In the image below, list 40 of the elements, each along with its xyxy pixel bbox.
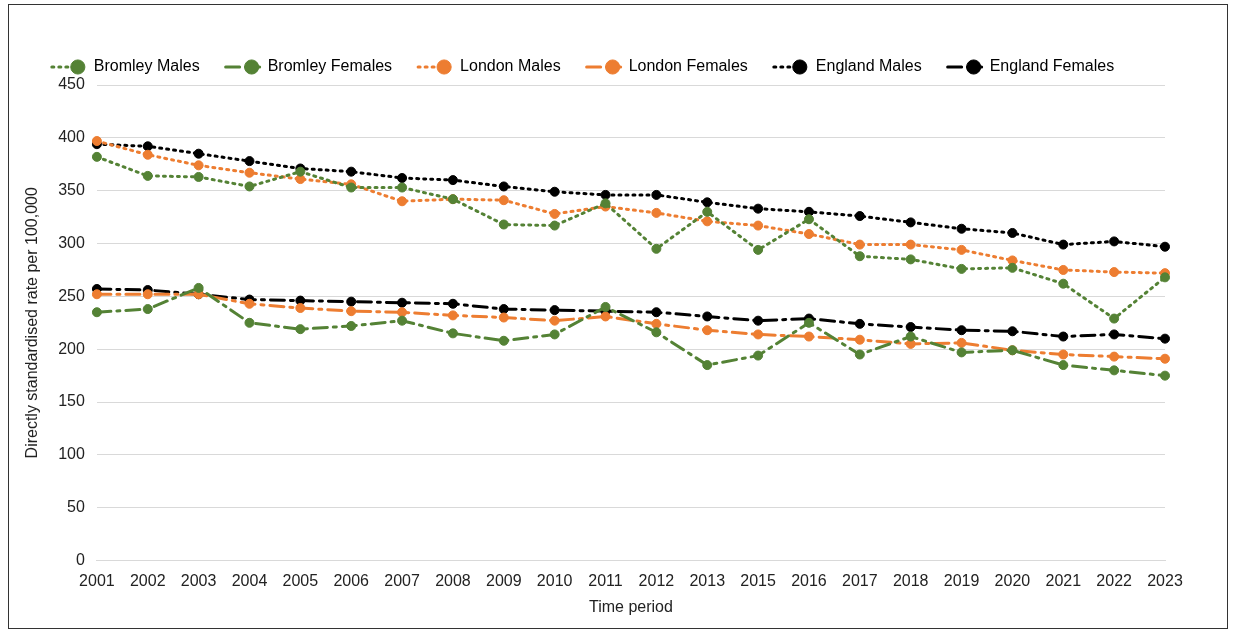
x-tick-label: 2008 <box>435 571 471 589</box>
y-tick-label: 300 <box>58 233 85 251</box>
x-tick-label: 2006 <box>333 571 370 589</box>
x-axis-title: Time period <box>589 597 673 615</box>
y-tick-label: 450 <box>58 75 85 93</box>
x-tick-label: 2020 <box>994 571 1031 589</box>
x-tick-label: 2021 <box>1045 571 1082 589</box>
y-tick-label: 350 <box>58 181 85 199</box>
y-tick-label: 150 <box>58 392 85 410</box>
legend-label: England Females <box>989 57 1115 75</box>
x-tick-label: 2023 <box>1147 571 1183 589</box>
y-tick-label: 400 <box>58 128 85 146</box>
x-tick-label: 2022 <box>1096 571 1133 589</box>
x-tick-label: 2019 <box>943 571 980 589</box>
y-tick-label: 100 <box>58 445 85 463</box>
x-tick-label: 2010 <box>536 571 573 589</box>
x-tick-label: 2009 <box>486 571 522 589</box>
x-tick-label: 2012 <box>638 571 675 589</box>
x-tick-label: 2017 <box>842 571 878 589</box>
x-tick-label: 2015 <box>740 571 776 589</box>
x-tick-label: 2005 <box>282 571 319 589</box>
x-tick-label: 2004 <box>231 571 268 589</box>
x-tick-label: 2003 <box>180 571 217 589</box>
x-tick-label: 2016 <box>791 571 827 589</box>
x-tick-label: 2011 <box>588 571 623 589</box>
x-tick-label: 2018 <box>892 571 929 589</box>
legend-label: Bromley Males <box>93 57 200 75</box>
y-tick-label: 250 <box>58 286 85 304</box>
y-tick-label: 50 <box>67 498 85 516</box>
legend-label: England Males <box>815 57 922 75</box>
y-tick-label: 200 <box>58 339 85 357</box>
legend-label: London Males <box>460 57 561 75</box>
x-tick-label: 2001 <box>79 571 115 589</box>
legend-label: Bromley Females <box>267 57 393 75</box>
x-tick-label: 2002 <box>129 571 166 589</box>
y-tick-label: 0 <box>75 551 85 569</box>
legend-label: London Females <box>628 57 748 75</box>
x-tick-label: 2007 <box>384 571 420 589</box>
y-axis-title: Directly standardised rate per 100,000 <box>23 187 41 459</box>
x-tick-label: 2013 <box>689 571 726 589</box>
